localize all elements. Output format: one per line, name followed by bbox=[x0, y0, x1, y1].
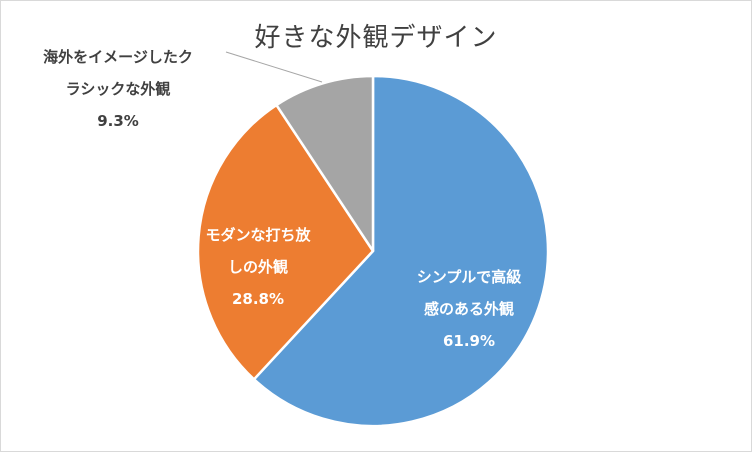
pie-slice-3 bbox=[275, 74, 375, 253]
slice-1-value-label: 61.9% bbox=[443, 332, 495, 350]
leader-line-slice-3 bbox=[225, 51, 323, 83]
slice-2-category-label: しの外観 bbox=[228, 258, 288, 276]
slice-3-category-label: ラシックな外観 bbox=[66, 80, 171, 98]
chart-title: 好きな外観デザイン bbox=[254, 23, 498, 53]
slice-1-category-label: シンプルで高級 bbox=[417, 268, 522, 286]
slice-1-category-label: 感のある外観 bbox=[424, 300, 514, 318]
pie-slices bbox=[196, 74, 550, 428]
pie-slice-1 bbox=[252, 74, 550, 428]
slice-3-value-label: 9.3% bbox=[97, 112, 139, 130]
pie-slice-2 bbox=[196, 103, 375, 381]
slice-3-category-label: 海外をイメージしたク bbox=[43, 48, 193, 66]
slice-2-value-label: 28.8% bbox=[232, 290, 284, 308]
slice-2-category-label: モダンな打ち放 bbox=[205, 226, 311, 244]
